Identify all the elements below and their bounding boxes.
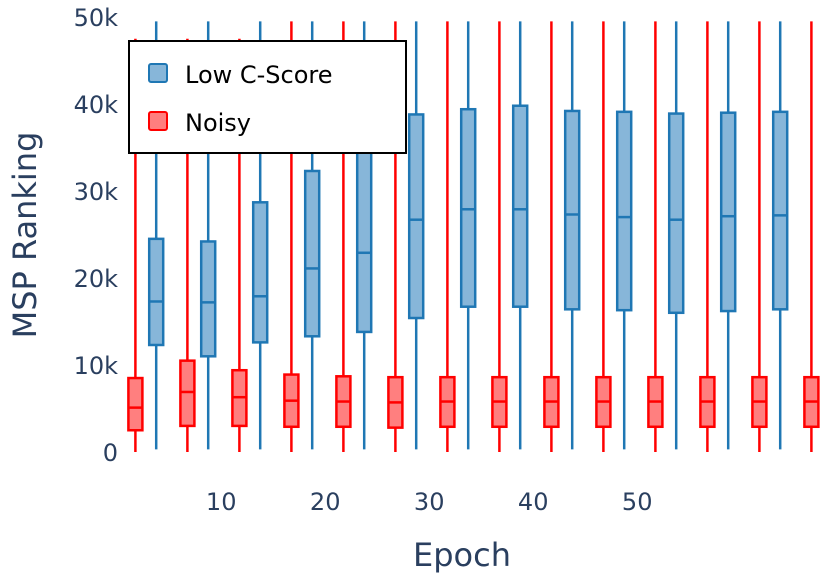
box-body bbox=[199, 240, 217, 358]
box-noisy bbox=[803, 21, 820, 452]
box-low-c-score bbox=[615, 21, 633, 450]
box-low-c-score bbox=[407, 21, 425, 450]
box-body bbox=[147, 237, 165, 347]
y-tick-label: 20k bbox=[74, 265, 119, 293]
box-low-c-score bbox=[719, 21, 737, 450]
x-axis-ticks: 10 20 30 40 50 bbox=[206, 488, 653, 516]
box-body bbox=[615, 110, 633, 312]
box-body bbox=[407, 113, 425, 320]
box-low-c-score bbox=[563, 21, 581, 450]
box-body bbox=[179, 359, 196, 428]
box-noisy bbox=[543, 21, 560, 452]
y-axis-title: MSP Ranking bbox=[6, 132, 44, 339]
box-body bbox=[667, 112, 685, 315]
x-tick-label: 30 bbox=[414, 488, 445, 516]
box-body bbox=[251, 201, 269, 344]
legend-box bbox=[128, 40, 407, 154]
x-tick-label: 20 bbox=[310, 488, 341, 516]
box-noisy bbox=[595, 21, 612, 452]
x-axis-title: Epoch bbox=[413, 536, 511, 574]
y-tick-label: 10k bbox=[74, 352, 119, 380]
legend-swatch-low-c-score bbox=[148, 63, 168, 83]
box-low-c-score bbox=[511, 21, 529, 450]
y-tick-label: 30k bbox=[74, 178, 119, 206]
box-low-c-score bbox=[459, 21, 477, 450]
legend: Low C-Score Noisy bbox=[128, 40, 407, 154]
box-low-c-score bbox=[771, 21, 789, 450]
box-noisy bbox=[647, 21, 664, 452]
x-tick-label: 50 bbox=[622, 488, 653, 516]
x-tick-label: 40 bbox=[518, 488, 549, 516]
box-body bbox=[511, 104, 529, 308]
box-body bbox=[719, 111, 737, 313]
box-noisy bbox=[491, 21, 508, 452]
box-noisy bbox=[439, 21, 456, 452]
box-body bbox=[459, 107, 477, 308]
y-tick-label: 40k bbox=[74, 91, 119, 119]
y-tick-label: 50k bbox=[74, 4, 119, 32]
legend-label-low-c-score: Low C-Score bbox=[185, 61, 333, 89]
x-tick-label: 10 bbox=[206, 488, 237, 516]
legend-swatch-noisy bbox=[148, 111, 168, 131]
box-low-c-score bbox=[667, 21, 685, 450]
box-low-c-score bbox=[251, 21, 269, 450]
legend-label-noisy: Noisy bbox=[185, 109, 251, 137]
box-body bbox=[771, 110, 789, 311]
box-noisy bbox=[699, 21, 716, 452]
box-body bbox=[127, 376, 144, 432]
y-axis-ticks: 0 10k 20k 30k 40k 50k bbox=[74, 4, 119, 467]
box-noisy bbox=[751, 21, 768, 452]
box-body bbox=[303, 169, 321, 338]
y-tick-label: 0 bbox=[103, 439, 118, 467]
box-body bbox=[563, 109, 581, 311]
